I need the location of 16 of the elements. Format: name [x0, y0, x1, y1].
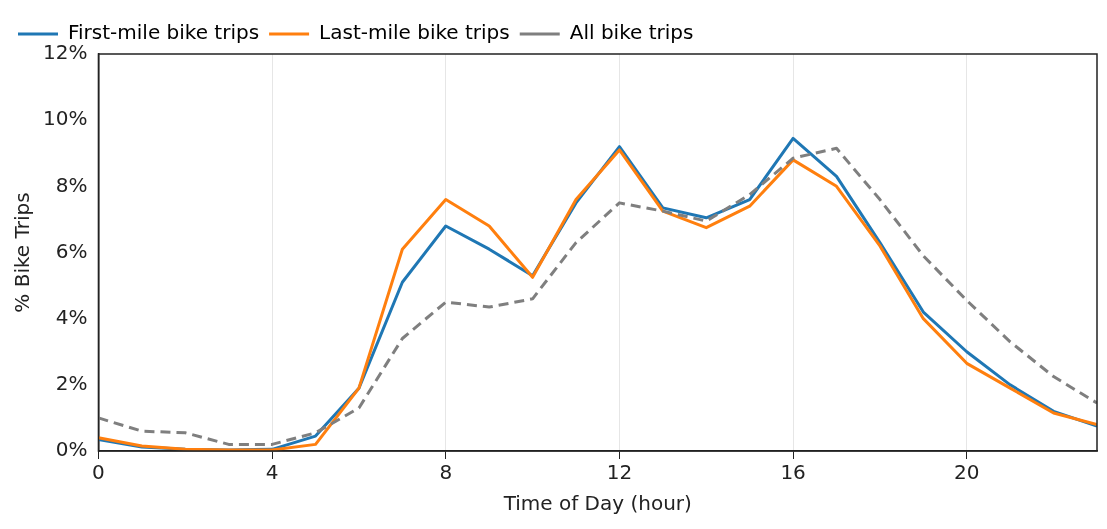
y-tick-label: 10% — [43, 106, 88, 131]
y-tick-label: 4% — [55, 304, 88, 329]
y-tick-label: 0% — [55, 437, 88, 462]
legend-label: Last-mile bike trips — [319, 20, 510, 45]
x-tick-label: 12 — [606, 460, 633, 485]
legend-label: All bike trips — [569, 20, 694, 45]
y-tick-label: 6% — [55, 238, 88, 263]
x-tick-label: 16 — [780, 460, 806, 485]
y-tick-label: 8% — [55, 172, 88, 197]
x-tick-label: 8 — [439, 460, 453, 485]
x-axis-title: Time of Day (hour) — [502, 491, 692, 516]
x-tick-label: 4 — [265, 460, 279, 485]
y-axis-title: % Bike Trips — [10, 192, 35, 313]
x-tick-label: 0 — [92, 460, 105, 485]
y-tick-label: 2% — [55, 371, 88, 396]
x-tick-label: 20 — [954, 460, 980, 485]
